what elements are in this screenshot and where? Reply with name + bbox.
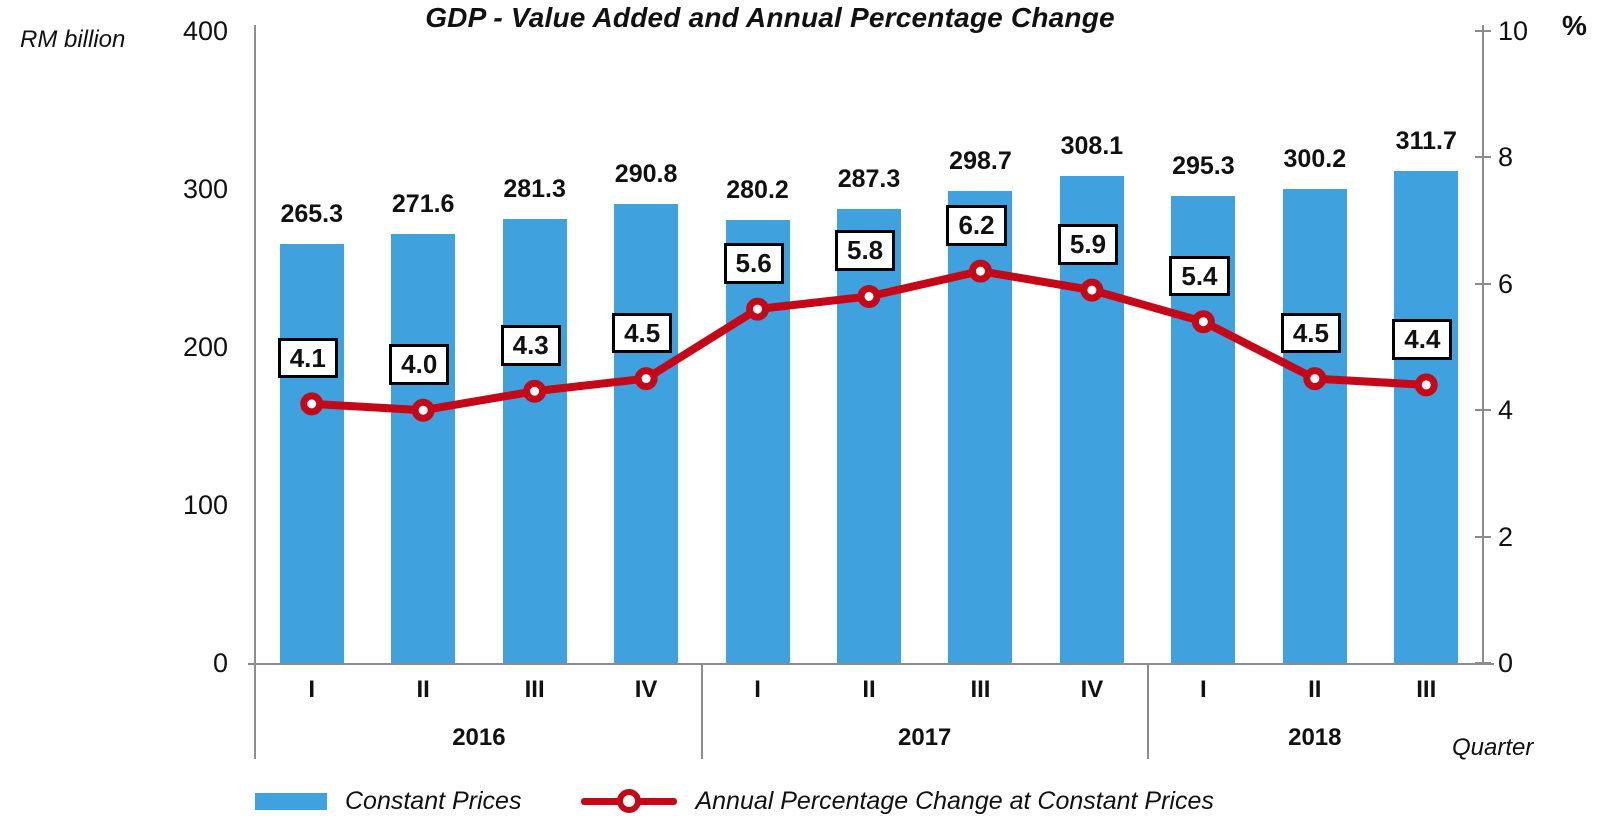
- right-axis-tick-mark: [1475, 156, 1491, 159]
- right-axis-tick-label: 10: [1498, 16, 1529, 46]
- quarter-tick-label: I: [1200, 676, 1207, 703]
- year-group-label: 2016: [452, 724, 506, 751]
- bar-value-label: 308.1: [1060, 132, 1124, 161]
- right-axis-tick-label: 8: [1498, 142, 1514, 173]
- pct-value-label: 6.2: [946, 205, 1007, 246]
- left-axis-unit-label: RM billion: [20, 26, 126, 53]
- left-axis-tick-label: 0: [212, 648, 228, 678]
- line-marker: [968, 259, 992, 283]
- year-group-separator: [1146, 663, 1149, 759]
- legend: Constant Prices Annual Percentage Change…: [255, 784, 1214, 818]
- bar: [614, 203, 679, 663]
- quarter-tick-label: I: [308, 676, 316, 703]
- bar-legend-swatch: [255, 792, 327, 810]
- bar-value-label: 280.2: [726, 176, 789, 205]
- line-legend-label: Annual Percentage Change at Constant Pri…: [695, 786, 1214, 815]
- pct-value-label: 4.0: [389, 344, 450, 385]
- bar-legend-label: Constant Prices: [345, 786, 522, 815]
- right-axis-tick-mark: [1475, 282, 1491, 285]
- bar: [725, 220, 790, 663]
- bar: [502, 218, 567, 663]
- right-axis-tick-mark: [1475, 535, 1491, 538]
- right-axis-tick-mark: [1475, 409, 1491, 412]
- bar-value-label: 298.7: [949, 147, 1012, 176]
- year-group-label: 2017: [898, 724, 952, 751]
- quarter-tick-label: IV: [634, 676, 658, 703]
- bar: [1282, 188, 1347, 663]
- line-marker: [411, 398, 435, 422]
- bar-value-label: 300.2: [1283, 144, 1347, 173]
- x-axis-title: Quarter: [1452, 734, 1534, 761]
- quarter-tick-label: II: [1308, 676, 1322, 703]
- pct-change-line-svg: [300, 259, 1438, 422]
- left-axis-line: [254, 25, 256, 759]
- pct-value-label: 5.4: [1169, 255, 1230, 297]
- right-axis-tick-label: 2: [1498, 521, 1514, 552]
- right-axis-tick-label: 4: [1498, 395, 1514, 426]
- right-axis-tick-mark: [1475, 30, 1491, 32]
- bar: [279, 243, 344, 663]
- line-marker: [1414, 373, 1438, 397]
- line-marker: [1191, 310, 1215, 334]
- line-marker: [1080, 278, 1104, 302]
- quarter-tick-label: III: [524, 676, 545, 703]
- quarter-tick-label: II: [416, 676, 430, 703]
- right-axis-tick-mark: [1475, 662, 1491, 664]
- line-legend-marker-icon: [581, 788, 678, 814]
- quarter-tick-label: II: [862, 676, 876, 703]
- left-axis-tick-label: 300: [182, 174, 228, 204]
- bar-value-label: 265.3: [280, 199, 343, 228]
- quarter-tick-label: III: [1416, 676, 1437, 703]
- right-axis-unit-label: %: [1562, 10, 1587, 41]
- line-marker: [1303, 367, 1327, 391]
- bar-value-label: 281.3: [503, 174, 566, 203]
- pct-value-label: 5.8: [835, 230, 896, 272]
- line-marker: [300, 392, 324, 416]
- bar-value-label: 311.7: [1395, 126, 1457, 155]
- pct-value-label: 4.5: [1280, 312, 1341, 354]
- right-axis-tick-label: 0: [1498, 648, 1514, 678]
- quarter-tick-label: III: [970, 676, 991, 703]
- bar: [837, 209, 901, 663]
- bar: [391, 233, 456, 663]
- chart-title: GDP - Value Added and Annual Percentage …: [425, 2, 1115, 33]
- year-group-label: 2018: [1288, 724, 1342, 751]
- line-marker: [634, 367, 658, 391]
- pct-value-label: 5.9: [1057, 224, 1119, 265]
- bar: [1394, 170, 1459, 663]
- right-axis-line: [1482, 25, 1484, 663]
- line-marker: [746, 297, 770, 321]
- pct-value-label: 5.6: [723, 243, 784, 284]
- bar-value-label: 295.3: [1172, 152, 1235, 181]
- pct-value-label: 4.3: [500, 325, 561, 366]
- left-axis-tick-label: 100: [182, 490, 228, 520]
- left-axis-tick-label: 400: [182, 16, 228, 46]
- pct-value-label: 4.4: [1392, 318, 1453, 360]
- bar-value-label: 290.8: [614, 159, 678, 188]
- bar-value-label: 271.6: [391, 189, 455, 218]
- right-axis-tick-label: 6: [1498, 268, 1514, 299]
- x-axis-line: [248, 663, 1494, 665]
- pct-value-label: 4.5: [612, 312, 673, 354]
- pct-value-label: 4.1: [277, 337, 338, 379]
- left-axis-tick-label: 200: [182, 332, 228, 362]
- line-marker: [857, 284, 881, 308]
- quarter-tick-label: I: [754, 676, 761, 703]
- line-marker: [523, 379, 547, 403]
- quarter-tick-label: IV: [1080, 676, 1104, 703]
- bar-value-label: 287.3: [837, 165, 901, 194]
- year-group-separator: [700, 663, 703, 759]
